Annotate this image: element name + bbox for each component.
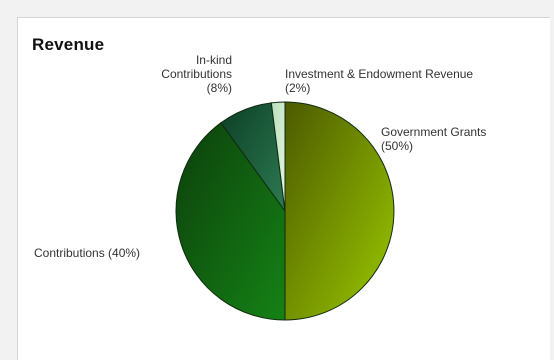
slice-label-line: Government Grants bbox=[381, 125, 487, 139]
slice-label-government-grants: Government Grants (50%) bbox=[381, 125, 486, 153]
pie-slice-contributions bbox=[175, 122, 286, 321]
pie-slice-government-grants bbox=[284, 101, 395, 321]
chart-title: Revenue bbox=[32, 35, 105, 54]
slice-label-investment-endowment-revenue: Investment & Endowment Revenue (2%) bbox=[285, 67, 473, 95]
slice-label-line: (2%) bbox=[285, 81, 311, 95]
slice-label-in-kind-contributions: In-kind Contributions (8%) bbox=[161, 53, 232, 95]
slice-label-line: (50%) bbox=[381, 139, 414, 153]
slice-label-line: In-kind bbox=[195, 53, 232, 67]
slice-label-line: Investment & Endowment Revenue bbox=[285, 67, 474, 81]
slice-label-line: Contributions (40%) bbox=[34, 246, 141, 260]
slice-label-contributions: Contributions (40%) bbox=[34, 246, 140, 260]
slice-label-line: Contributions bbox=[161, 67, 232, 81]
slice-label-line: (8%) bbox=[206, 81, 232, 95]
pie-slice-investment-endowment-revenue bbox=[270, 101, 286, 212]
